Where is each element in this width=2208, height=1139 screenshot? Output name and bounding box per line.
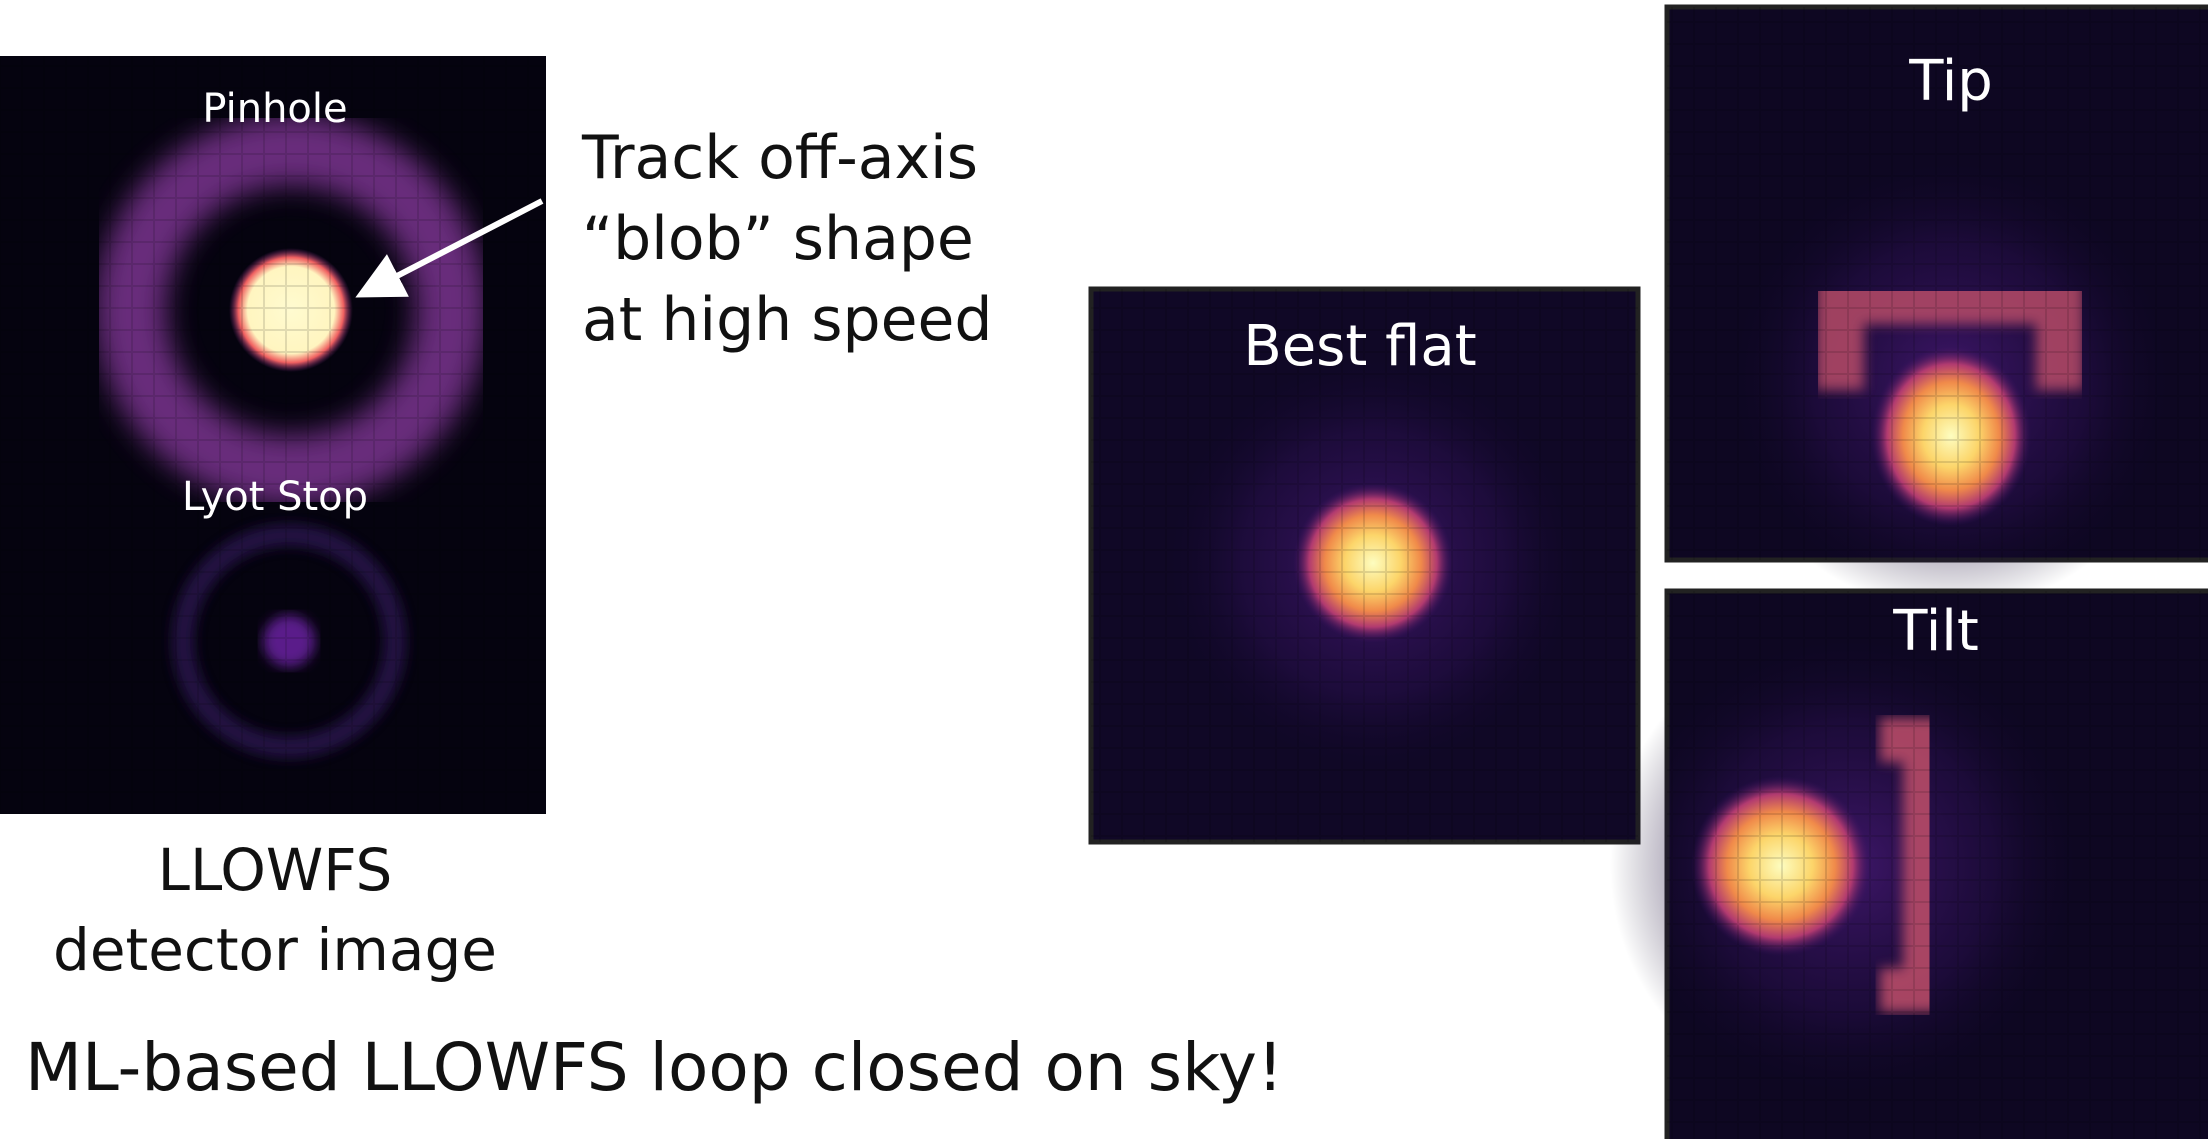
annotation: at high speed <box>582 285 993 355</box>
detector-panel: Pinhole Lyot Stop <box>0 56 546 814</box>
lyot-label: Lyot Stop <box>182 474 368 520</box>
caption: detector image <box>53 916 497 984</box>
best-flat-panel: Best flat <box>1088 286 1641 845</box>
arrow <box>355 198 544 298</box>
pixel-grid <box>1091 289 1638 842</box>
pixel-grid <box>1667 7 2208 560</box>
tilt-panel: Tilt <box>1610 588 2208 1139</box>
panel-title: Best flat <box>1243 314 1476 379</box>
caption: LLOWFS <box>158 836 393 904</box>
footer: ML-based LLOWFS loop closed on sky! <box>25 1029 1283 1106</box>
panel-title: Tilt <box>1892 599 1979 664</box>
annotation: “blob” shape <box>582 204 974 274</box>
tip-panel: Tip <box>1664 4 2208 610</box>
annotation: Track off-axis <box>581 123 978 193</box>
panel-title: Tip <box>1908 49 1993 114</box>
pinhole-label: Pinhole <box>202 86 347 132</box>
pixel-grid <box>1667 591 2208 1139</box>
pixel-grid <box>0 56 546 814</box>
